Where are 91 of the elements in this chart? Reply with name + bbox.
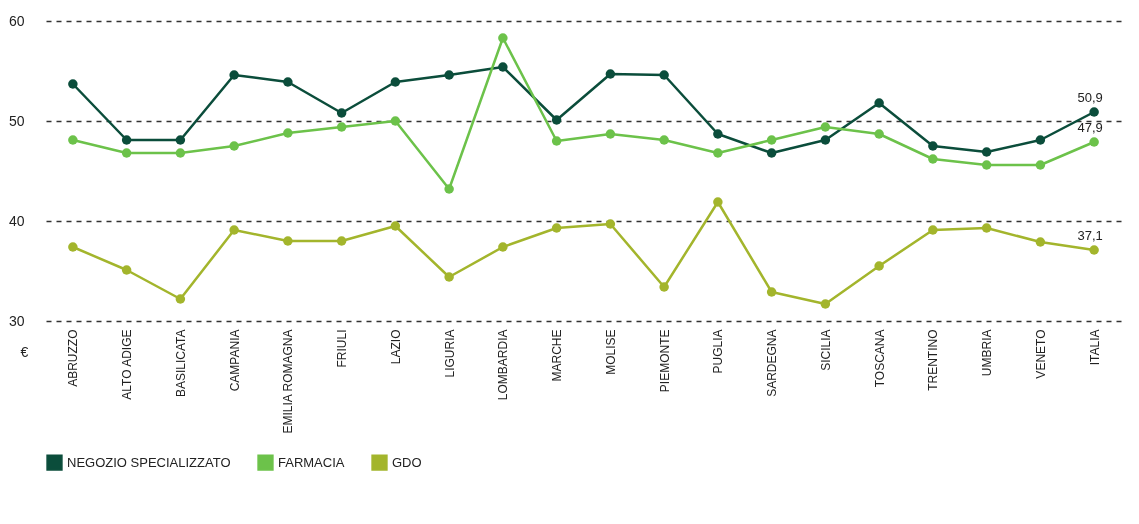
point — [766, 135, 777, 145]
point — [336, 108, 347, 118]
x-tick-label: ITALIA — [1087, 329, 1102, 366]
point — [498, 33, 508, 43]
point — [659, 70, 669, 80]
x-tick-label: ALTO ADIGE — [120, 329, 135, 400]
point — [444, 272, 454, 282]
point — [444, 184, 454, 194]
point — [820, 122, 831, 132]
x-tick-label: BASILICATA — [173, 329, 188, 398]
point — [551, 115, 562, 125]
data-label: 37,1 — [1077, 228, 1103, 243]
point — [1035, 237, 1046, 247]
x-tick-label: FRIULI — [335, 329, 350, 368]
point — [68, 79, 78, 89]
point — [68, 242, 78, 252]
x-tick-label: LIGURIA — [442, 329, 457, 378]
x-tick-label: UMBRIA — [980, 329, 995, 377]
x-tick-label: CAMPANIA — [227, 329, 242, 392]
point — [659, 135, 669, 145]
point — [175, 148, 186, 158]
y-tick-label: 30 — [8, 312, 25, 329]
point — [713, 197, 723, 207]
point — [766, 148, 777, 158]
point — [551, 136, 562, 146]
x-tick-label: PIEMONTE — [657, 329, 672, 393]
x-tick-label: LAZIO — [388, 329, 403, 365]
point — [928, 141, 938, 151]
point — [283, 128, 293, 138]
point — [390, 221, 401, 231]
legend-label: GDO — [392, 454, 422, 470]
point — [928, 154, 938, 164]
point — [283, 236, 293, 246]
point — [390, 116, 401, 126]
point — [283, 77, 293, 87]
point — [981, 223, 992, 233]
point — [766, 287, 777, 297]
x-tick-label: TOSCANA — [872, 329, 887, 388]
x-tick-label: VENETO — [1033, 329, 1048, 379]
point — [1035, 160, 1046, 170]
point — [713, 129, 723, 139]
point — [1089, 137, 1099, 147]
point — [1035, 135, 1046, 145]
data-label: 50,9 — [1077, 90, 1103, 105]
y-tick-label: 40 — [8, 212, 25, 229]
point — [444, 70, 454, 80]
point — [336, 122, 347, 132]
point — [121, 265, 132, 275]
point — [121, 135, 132, 145]
point — [659, 282, 669, 292]
point — [605, 129, 616, 139]
point — [121, 148, 132, 158]
x-tick-label: SARDEGNA — [765, 329, 780, 397]
point — [551, 223, 562, 233]
x-tick-label: ABRUZZO — [66, 329, 81, 387]
point — [874, 98, 884, 108]
point — [820, 135, 831, 145]
point — [175, 135, 186, 145]
point — [498, 242, 508, 252]
point — [981, 147, 992, 157]
point — [1089, 245, 1099, 255]
legend-label: NEGOZIO SPECIALIZZATO — [67, 454, 231, 470]
point — [713, 148, 723, 158]
x-tick-label: LOMBARDIA — [496, 329, 511, 401]
point — [981, 160, 992, 170]
y-tick-label: 60 — [8, 12, 25, 29]
y-axis-title: € — [20, 343, 29, 360]
point — [229, 225, 239, 235]
point — [820, 299, 831, 309]
point — [68, 135, 78, 145]
x-tick-label: EMILIA ROMAGNA — [281, 329, 296, 434]
point — [605, 219, 616, 229]
x-tick-label: MARCHE — [550, 329, 565, 382]
point — [336, 236, 347, 246]
point — [390, 77, 401, 87]
x-tick-label: MOLISE — [603, 329, 618, 375]
legend-label: FARMACIA — [278, 454, 345, 470]
point — [605, 69, 616, 79]
point — [229, 70, 239, 80]
point — [874, 129, 884, 139]
x-tick-label: TRENTINO — [926, 329, 941, 391]
point — [928, 225, 938, 235]
x-tick-label: PUGLIA — [711, 329, 726, 374]
point — [874, 261, 884, 271]
y-tick-label: 50 — [8, 112, 25, 129]
x-tick-label: SICILIA — [818, 329, 833, 371]
point — [229, 141, 239, 151]
point — [498, 62, 508, 72]
point — [1089, 107, 1099, 117]
data-label: 47,9 — [1077, 120, 1103, 135]
point — [175, 294, 186, 304]
